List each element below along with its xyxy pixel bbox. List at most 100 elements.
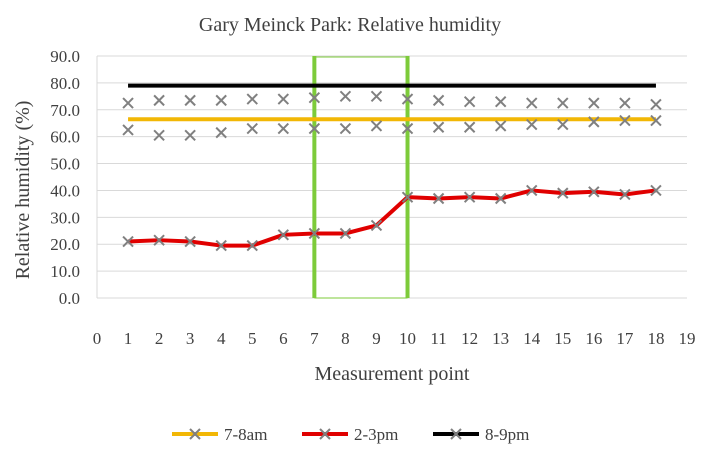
x-tick-label: 15 — [554, 329, 571, 348]
y-tick-label: 80.0 — [50, 74, 80, 93]
x-tick-label: 0 — [93, 329, 102, 348]
x-tick-label: 12 — [461, 329, 478, 348]
x-tick-label: 7 — [310, 329, 319, 348]
legend-marker — [189, 428, 201, 440]
series-layer — [122, 83, 662, 252]
data-point-8-9pm — [246, 93, 258, 105]
x-tick-label: 2 — [155, 329, 164, 348]
y-axis-label: Relative humidity (%) — [12, 101, 34, 280]
data-point-7-8am — [370, 120, 383, 132]
series-line-2-3pm — [127, 188, 657, 248]
data-point-8-9pm — [588, 97, 600, 109]
data-point-2-3pm — [277, 229, 290, 241]
data-point-8-9pm — [432, 94, 445, 107]
data-point-8-9pm — [122, 97, 134, 109]
data-point-2-3pm — [526, 184, 538, 197]
y-tick-label: 10.0 — [50, 262, 80, 281]
y-tick-label: 0.0 — [59, 289, 80, 308]
data-point-2-3pm — [339, 227, 352, 240]
x-tick-label: 13 — [492, 329, 509, 348]
data-point-2-3pm — [122, 235, 134, 248]
data-point-7-8am — [308, 122, 321, 135]
legend: 7-8am 2-3pm 8-9pm — [172, 425, 529, 444]
gridlines — [96, 55, 687, 299]
data-point-2-3pm — [401, 191, 414, 203]
data-point-7-8am — [339, 122, 352, 135]
x-tick-label: 1 — [124, 329, 133, 348]
legend-marker — [450, 428, 462, 440]
data-point-2-3pm — [432, 192, 445, 205]
x-tick-label: 8 — [341, 329, 350, 348]
data-point-2-3pm — [215, 239, 227, 252]
data-point-8-9pm — [650, 98, 662, 111]
data-point-7-8am — [588, 116, 600, 128]
x-axis-label: Measurement point — [315, 363, 470, 385]
data-point-8-9pm — [619, 97, 631, 109]
data-point-7-8am — [122, 124, 134, 136]
x-tick-label: 16 — [585, 329, 602, 348]
y-tick-label: 70.0 — [50, 101, 80, 120]
data-point-7-8am — [184, 129, 196, 142]
data-point-7-8am — [246, 122, 258, 135]
data-point-2-3pm — [494, 192, 507, 205]
y-tick-label: 20.0 — [50, 235, 80, 254]
data-point-2-3pm — [588, 186, 600, 198]
data-point-7-8am — [463, 121, 476, 133]
legend-item-7-8am: 7-8am — [172, 425, 267, 444]
legend-label: 7-8am — [224, 425, 267, 444]
x-tick-label: 3 — [186, 329, 195, 348]
data-point-8-9pm — [277, 93, 290, 105]
x-tick-label: 9 — [372, 329, 381, 348]
data-point-2-3pm — [463, 191, 476, 203]
legend-marker — [319, 428, 331, 440]
data-point-8-9pm — [494, 96, 507, 108]
x-tick-label: 10 — [399, 329, 416, 348]
data-point-7-8am — [153, 129, 165, 142]
data-point-7-8am — [215, 126, 227, 139]
data-point-7-8am — [650, 114, 662, 127]
data-point-2-3pm — [619, 188, 631, 201]
legend-item-2-3pm: 2-3pm — [302, 425, 398, 444]
x-tick-label: 4 — [217, 329, 226, 348]
data-point-7-8am — [557, 118, 569, 131]
data-point-7-8am — [619, 114, 631, 127]
x-axis-ticks: 0 1 2 3 4 5 6 7 8 9 10 11 12 13 14 15 16 17 18 19 — [93, 329, 696, 348]
data-point-2-3pm — [153, 234, 165, 246]
data-point-8-9pm — [557, 97, 569, 109]
legend-label: 2-3pm — [354, 425, 398, 444]
data-point-7-8am — [401, 122, 414, 135]
data-point-7-8am — [526, 118, 538, 131]
x-tick-label: 5 — [248, 329, 257, 348]
data-point-7-8am — [277, 122, 290, 135]
data-point-8-9pm — [215, 94, 227, 107]
data-point-8-9pm — [339, 90, 352, 103]
x-tick-label: 14 — [523, 329, 541, 348]
data-point-8-9pm — [401, 93, 414, 105]
data-point-7-8am — [494, 120, 507, 132]
data-point-2-3pm — [246, 239, 258, 252]
y-tick-label: 60.0 — [50, 128, 80, 147]
data-point-8-9pm — [184, 94, 196, 107]
data-point-2-3pm — [184, 235, 196, 248]
x-tick-label: 11 — [430, 329, 446, 348]
legend-label: 8-9pm — [485, 425, 529, 444]
y-tick-label: 40.0 — [50, 181, 80, 200]
legend-item-8-9pm: 8-9pm — [433, 425, 529, 444]
data-point-7-8am — [432, 121, 445, 133]
y-tick-label: 90.0 — [50, 47, 80, 66]
highlight-lines — [312, 56, 410, 299]
data-point-8-9pm — [526, 97, 538, 109]
data-point-8-9pm — [153, 94, 165, 107]
x-tick-label: 19 — [679, 329, 696, 348]
y-axis-ticks: 0.0 10.0 20.0 30.0 40.0 50.0 60.0 70.0 80.0 90.0 — [50, 47, 80, 308]
data-point-8-9pm — [370, 90, 383, 103]
data-point-2-3pm — [557, 187, 569, 199]
chart-title: Gary Meinck Park: Relative humidity — [199, 14, 501, 36]
data-point-2-3pm — [308, 227, 321, 240]
x-tick-label: 17 — [616, 329, 634, 348]
y-tick-label: 30.0 — [50, 208, 80, 227]
data-point-8-9pm — [308, 91, 321, 104]
y-tick-label: 50.0 — [50, 155, 80, 174]
x-tick-label: 6 — [279, 329, 288, 348]
